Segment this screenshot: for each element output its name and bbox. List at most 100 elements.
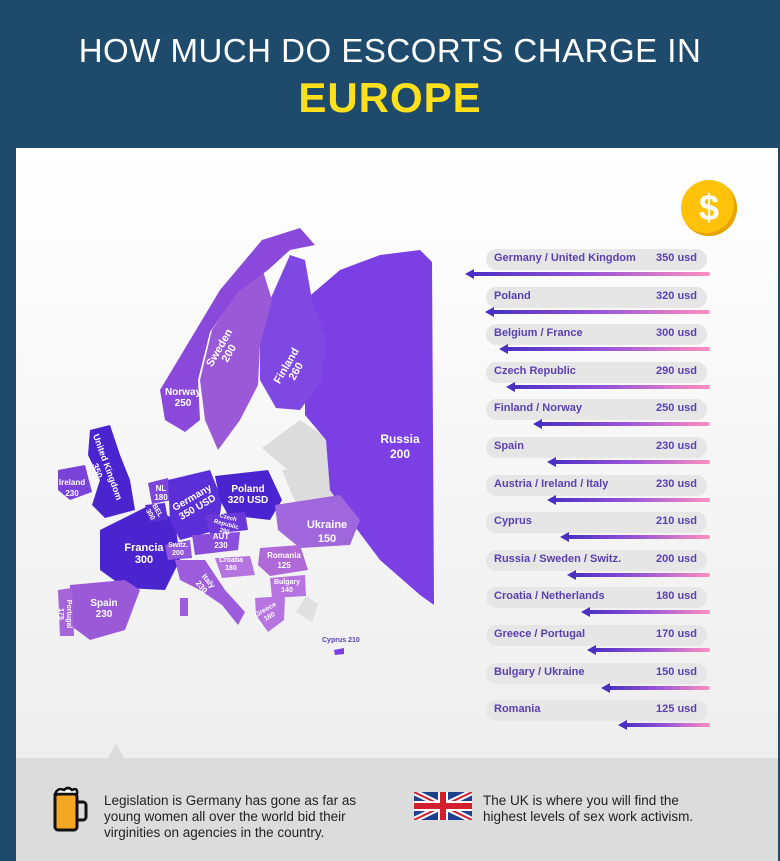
ranking-value-label: 230 usd bbox=[656, 440, 697, 452]
ranking-row: Bulgary / Ukraine 150 usd bbox=[486, 662, 707, 684]
map-region-czech bbox=[205, 512, 248, 534]
map-region-switzerland bbox=[165, 540, 192, 560]
ranking-bar bbox=[567, 535, 710, 540]
ranking-bar-arrowhead bbox=[533, 419, 542, 430]
ranking-bar-arrowhead bbox=[560, 532, 570, 543]
map-label-france: Francia 300 bbox=[124, 542, 164, 566]
map-label-russia: Russia 200 bbox=[380, 432, 420, 461]
dollar-coin-icon: $ bbox=[681, 180, 737, 236]
ranking-value-label: 200 usd bbox=[656, 552, 697, 565]
map-label-switzerland: Switz. 200 bbox=[168, 542, 188, 557]
ranking-bar bbox=[587, 610, 710, 615]
map-region-sardinia bbox=[180, 598, 188, 616]
ranking-row: Romania 125 usd bbox=[486, 700, 707, 722]
ranking-bar-arrowhead bbox=[546, 494, 556, 505]
map-region-sweden bbox=[200, 268, 272, 450]
ranking-value-label: 290 usd bbox=[656, 364, 697, 377]
ranking-row: Finland / Norway 250 usd bbox=[486, 399, 707, 421]
map-region-belarus bbox=[282, 468, 336, 504]
footer: Legislation is Germany has gone as far a… bbox=[16, 758, 778, 861]
map-region-croatia bbox=[215, 556, 255, 578]
ranking-category-label: Spain bbox=[494, 440, 524, 452]
map-region-norway bbox=[160, 228, 315, 432]
map-region-cyprus bbox=[334, 648, 344, 655]
ranking-category-label: Finland / Norway bbox=[494, 402, 583, 415]
map-label-poland: Poland 320 USD bbox=[227, 484, 269, 506]
ranking-bar-arrowhead bbox=[580, 607, 590, 618]
ranking-category-label: Belgium / France bbox=[494, 327, 583, 340]
map-label-portugal: Portugal 175 bbox=[57, 599, 72, 629]
map-region-portugal bbox=[58, 588, 74, 636]
ranking-value-label: 125 usd bbox=[656, 703, 697, 716]
ranking-row: Austria / Ireland / Italy 230 usd bbox=[486, 474, 707, 496]
ranking-value-label: 300 usd bbox=[656, 327, 697, 340]
title-line-1: HOW MUCH DO ESCORTS CHARGE IN bbox=[78, 32, 702, 69]
ranking-bar bbox=[492, 309, 710, 314]
ranking-row: Poland 320 usd bbox=[486, 286, 707, 308]
ranking-category-label: Germany / United Kingdom bbox=[494, 252, 636, 264]
ranking-bar-arrowhead bbox=[601, 682, 610, 693]
map-label-norway: Norway 250 bbox=[164, 387, 202, 409]
ranking-bar-arrowhead bbox=[546, 457, 556, 467]
ranking-category-label: Cyprus bbox=[494, 515, 532, 528]
ranking-row: Russia / Sweden / Switz. 200 usd bbox=[486, 549, 707, 571]
ranking-bar bbox=[506, 347, 710, 352]
map-region-russia bbox=[305, 250, 434, 605]
map-label-cyprus: Cyprus 210 bbox=[322, 637, 360, 644]
ranking-row: Germany / United Kingdom 350 usd bbox=[486, 249, 707, 270]
ranking-row: Czech Republic 290 usd bbox=[486, 361, 707, 383]
map-label-croatia: Croatia 180 bbox=[218, 557, 244, 572]
footer-pointer bbox=[108, 744, 124, 758]
map-label-romania: Romania 125 bbox=[267, 551, 301, 570]
ranking-value-label: 350 usd bbox=[656, 252, 697, 264]
map-label-spain: Spain 230 bbox=[90, 598, 118, 620]
ranking-value-label: 170 usd bbox=[656, 628, 697, 640]
ranking-row: Cyprus 210 usd bbox=[486, 512, 707, 534]
map-label-ukraine: Ukraine 150 bbox=[306, 519, 348, 545]
ranking-row: Belgium / France 300 usd bbox=[486, 324, 707, 346]
note-uk: The UK is where you will find the highes… bbox=[483, 793, 694, 824]
ranking-bar-arrowhead bbox=[618, 720, 627, 731]
ranking-bar-arrowhead bbox=[505, 381, 515, 392]
ranking-category-label: Czech Republic bbox=[494, 364, 576, 377]
ranking-row: Greece / Portugal 170 usd bbox=[486, 625, 707, 646]
beer-mug-icon bbox=[53, 786, 88, 832]
map-label-bulgaria: Bulgary 140 bbox=[273, 579, 301, 594]
map-region-romania bbox=[258, 545, 308, 576]
ranking-bar bbox=[512, 384, 710, 389]
uk-flag-text: UK bbox=[414, 790, 472, 822]
ranking-value-label: 320 usd bbox=[656, 289, 697, 302]
ranking-bar bbox=[472, 272, 710, 276]
ranking-category-label: Croatia / Netherlands bbox=[494, 590, 605, 603]
map-region-bulgaria bbox=[270, 575, 306, 598]
ranking-bar bbox=[553, 497, 710, 502]
map-label-netherlands: NL 180 bbox=[154, 484, 168, 502]
ranking-bar-arrowhead bbox=[499, 344, 508, 355]
map-region-balkans-grey bbox=[296, 596, 318, 622]
map-label-ireland: Ireland 230 bbox=[58, 478, 86, 498]
map-region-ukraine bbox=[275, 495, 360, 548]
ranking-value-label: 210 usd bbox=[656, 515, 697, 528]
map-region-greece bbox=[255, 596, 285, 632]
note-germany: Legislation is Germany has gone as far a… bbox=[104, 793, 357, 840]
map-region-poland bbox=[215, 470, 282, 520]
ranking-category-label: Greece / Portugal bbox=[494, 628, 586, 640]
map-region-netherlands bbox=[148, 478, 172, 504]
map-region-baltics bbox=[262, 420, 330, 472]
ranking-bar bbox=[594, 648, 710, 652]
map-label-austria: AUT 230 bbox=[212, 532, 230, 550]
map-region-belgium bbox=[145, 503, 168, 522]
map-region-austria bbox=[192, 532, 240, 555]
map-region-france bbox=[100, 505, 180, 590]
ranking-value-label: 230 usd bbox=[656, 477, 697, 490]
ranking-row: Spain 230 usd bbox=[486, 437, 707, 458]
ranking-value-label: 250 usd bbox=[656, 402, 697, 415]
ranking-category-label: Russia / Sweden / Switz. bbox=[494, 552, 622, 565]
ranking-value-label: 150 usd bbox=[656, 665, 697, 678]
ranking-bar-arrowhead bbox=[465, 269, 474, 279]
uk-flag-icon: UK bbox=[414, 792, 472, 820]
ranking-bar-arrowhead bbox=[587, 645, 597, 655]
title-line-2: EUROPE bbox=[298, 74, 482, 121]
ranking-bar-arrowhead bbox=[485, 306, 495, 317]
